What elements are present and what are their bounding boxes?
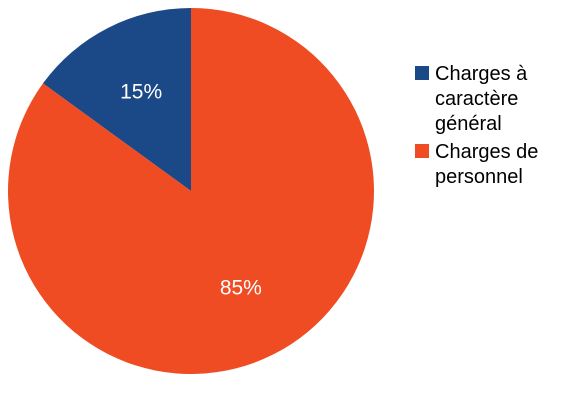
legend-item-charges-generales: Charges à caractère général (415, 62, 565, 137)
legend-swatch-blue (415, 66, 429, 80)
legend-item-charges-personnel: Charges de personnel (415, 140, 565, 190)
pie-slice-label-1: 85% (220, 276, 262, 299)
pie-slice-0 (42, 8, 191, 191)
pie-slice-label-0: 15% (120, 81, 162, 104)
legend-label: Charges de personnel (435, 141, 539, 188)
legend-label: Charges à caractère général (435, 63, 528, 135)
legend: Charges à caractère général Charges de p… (415, 62, 565, 193)
pie-slice-1 (8, 8, 375, 374)
legend-swatch-orange (415, 144, 429, 158)
